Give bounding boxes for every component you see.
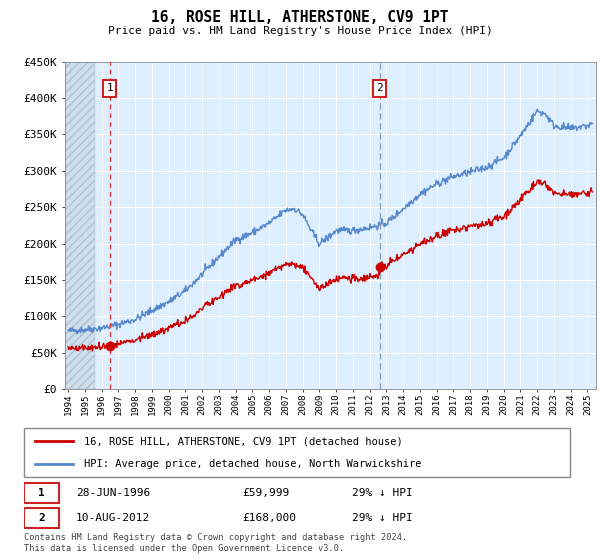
Text: £59,999: £59,999 — [242, 488, 290, 498]
Bar — [24, 508, 59, 529]
Text: £168,000: £168,000 — [242, 514, 296, 523]
Bar — [24, 483, 59, 503]
Text: 16, ROSE HILL, ATHERSTONE, CV9 1PT: 16, ROSE HILL, ATHERSTONE, CV9 1PT — [151, 10, 449, 25]
Text: 29% ↓ HPI: 29% ↓ HPI — [352, 514, 412, 523]
Text: 2: 2 — [377, 83, 383, 94]
FancyBboxPatch shape — [24, 428, 570, 477]
Bar — [65, 62, 95, 389]
Text: 1: 1 — [106, 83, 113, 94]
Text: Price paid vs. HM Land Registry's House Price Index (HPI): Price paid vs. HM Land Registry's House … — [107, 26, 493, 36]
Text: 1: 1 — [38, 488, 45, 498]
Text: 2: 2 — [38, 514, 45, 523]
Text: 10-AUG-2012: 10-AUG-2012 — [76, 514, 150, 523]
Text: 16, ROSE HILL, ATHERSTONE, CV9 1PT (detached house): 16, ROSE HILL, ATHERSTONE, CV9 1PT (deta… — [84, 436, 403, 446]
Text: Contains HM Land Registry data © Crown copyright and database right 2024.
This d: Contains HM Land Registry data © Crown c… — [24, 533, 407, 553]
Text: HPI: Average price, detached house, North Warwickshire: HPI: Average price, detached house, Nort… — [84, 459, 422, 469]
Text: 29% ↓ HPI: 29% ↓ HPI — [352, 488, 412, 498]
Text: 28-JUN-1996: 28-JUN-1996 — [76, 488, 150, 498]
